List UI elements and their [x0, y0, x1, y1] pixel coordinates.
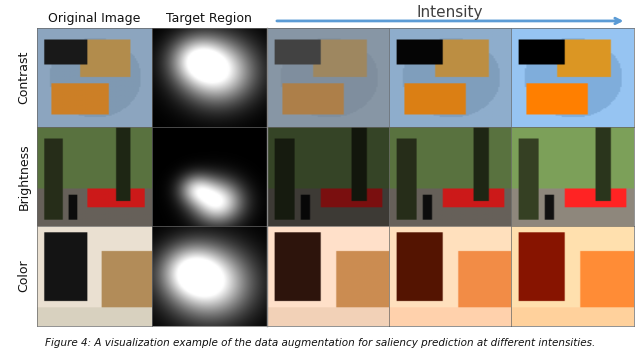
Text: Target Region: Target Region	[166, 12, 252, 25]
Text: Figure 4: A visualization example of the data augmentation for saliency predicti: Figure 4: A visualization example of the…	[45, 339, 595, 348]
Text: Color: Color	[18, 260, 31, 293]
FancyArrowPatch shape	[277, 17, 620, 25]
Text: Original Image: Original Image	[49, 12, 141, 25]
Text: Contrast: Contrast	[18, 51, 31, 105]
Text: Brightness: Brightness	[18, 144, 31, 210]
Text: Intensity: Intensity	[417, 5, 483, 20]
